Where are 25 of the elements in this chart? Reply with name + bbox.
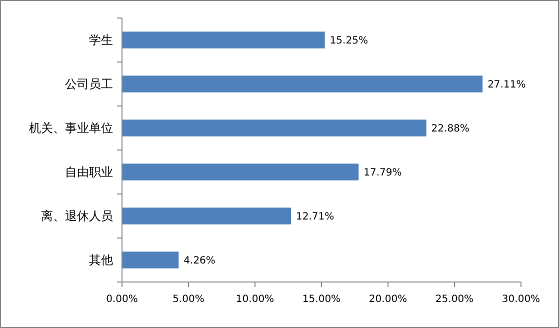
x-tick-label: 20.00% — [368, 294, 408, 305]
data-label: 27.11% — [488, 80, 526, 90]
data-label: 4.26% — [184, 256, 216, 266]
bar — [122, 208, 292, 224]
y-tick-label: 离、退休人员 — [41, 209, 113, 224]
bar — [122, 252, 179, 268]
y-tick-label: 学生 — [89, 33, 113, 48]
bar — [122, 32, 325, 48]
data-label: 22.88% — [431, 124, 470, 134]
bar — [122, 76, 483, 92]
y-tick-label: 自由职业 — [65, 165, 113, 180]
data-label: 17.79% — [364, 168, 402, 178]
bar — [122, 120, 426, 136]
x-tick-label: 5.00% — [172, 294, 204, 305]
y-tick-label: 机关、事业单位 — [29, 121, 113, 136]
x-tick-label: 0.00% — [106, 294, 138, 305]
x-tick-label: 25.00% — [435, 294, 474, 305]
y-tick-label: 其他 — [89, 253, 113, 268]
data-label: 15.25% — [330, 36, 368, 46]
x-tick-label: 10.00% — [236, 294, 274, 305]
data-label: 12.71% — [296, 212, 334, 222]
x-tick-label: 15.00% — [302, 294, 341, 305]
bar — [122, 164, 359, 180]
y-tick-label: 公司员工 — [65, 77, 113, 92]
x-tick-label: 30.00% — [502, 294, 540, 305]
